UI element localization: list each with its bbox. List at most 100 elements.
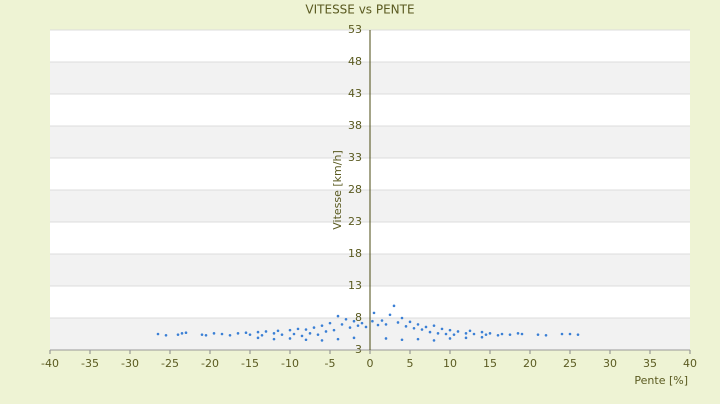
point [432, 339, 436, 342]
point [292, 332, 296, 336]
point [420, 328, 424, 331]
point [468, 329, 472, 333]
x-tick-label: 5 [407, 357, 414, 370]
point [576, 333, 580, 336]
point [416, 337, 420, 341]
x-tick-label: -20 [201, 357, 219, 370]
point [288, 337, 292, 340]
point [400, 338, 404, 342]
point [336, 314, 340, 318]
point [280, 333, 284, 336]
point [184, 331, 188, 335]
x-axis-label: Pente [%] [634, 374, 688, 387]
y-tick-label: 33 [348, 151, 362, 164]
point [228, 333, 232, 337]
point [364, 325, 368, 329]
point [336, 337, 340, 341]
point [388, 313, 392, 317]
point [256, 336, 260, 340]
x-tick-label: 15 [483, 357, 497, 370]
point [164, 333, 168, 337]
point [480, 330, 484, 334]
y-tick-label: 38 [348, 119, 362, 132]
point [456, 330, 460, 333]
x-tick-label: -15 [241, 357, 259, 370]
x-tick-label: -5 [325, 357, 336, 370]
point [200, 333, 204, 336]
point [180, 332, 184, 335]
x-tick-label: 30 [603, 357, 617, 370]
y-tick-label: 43 [348, 87, 362, 100]
point [488, 332, 492, 335]
x-tick-label: 10 [443, 357, 457, 370]
point [384, 323, 388, 326]
y-tick-label: 53 [348, 23, 362, 36]
point [371, 319, 374, 323]
point [304, 328, 308, 331]
point [296, 327, 300, 331]
point [384, 337, 388, 340]
point [300, 334, 304, 338]
point [496, 333, 500, 337]
y-tick-label: 48 [348, 55, 362, 68]
y-tick-label: 23 [348, 215, 362, 228]
point [568, 332, 572, 336]
point [212, 332, 216, 335]
point [272, 337, 276, 341]
x-tick-label: 35 [643, 357, 657, 370]
point [260, 333, 264, 337]
point [544, 333, 548, 337]
point [348, 326, 352, 329]
point [340, 323, 344, 326]
point [432, 324, 436, 327]
point [444, 332, 448, 336]
point [436, 332, 440, 335]
point [220, 332, 224, 336]
point [244, 331, 248, 335]
point [536, 333, 540, 336]
point [288, 328, 292, 332]
point [520, 332, 524, 336]
x-tick-label: 40 [683, 357, 697, 370]
point [256, 330, 260, 334]
x-tick-label: -35 [81, 357, 99, 370]
point [316, 333, 320, 336]
point [304, 338, 308, 342]
x-tick-label: -30 [121, 357, 139, 370]
point [452, 333, 456, 336]
point [308, 332, 312, 335]
point [472, 332, 476, 336]
point [484, 333, 488, 336]
point [356, 324, 360, 327]
point [320, 324, 324, 327]
point [440, 327, 444, 331]
point [276, 329, 280, 333]
point [416, 323, 420, 326]
x-tick-label: 20 [523, 357, 537, 370]
point [396, 321, 400, 324]
point [332, 328, 336, 332]
point [372, 311, 376, 315]
point [408, 320, 412, 324]
point [412, 326, 416, 330]
point [392, 304, 396, 308]
point [248, 333, 252, 336]
point [464, 332, 468, 335]
y-axis-label: Vitesse [km/h] [331, 150, 344, 230]
point [508, 333, 512, 336]
point [328, 321, 332, 325]
x-tick-label: -10 [281, 357, 299, 370]
point [464, 336, 468, 340]
y-tick-label: 28 [348, 183, 362, 196]
point [236, 332, 240, 335]
point [480, 335, 484, 339]
point [320, 339, 324, 342]
point [516, 332, 520, 335]
point [324, 330, 328, 333]
point [312, 326, 316, 329]
point [272, 332, 276, 335]
point [352, 336, 356, 340]
y-tick-label: 18 [348, 247, 362, 260]
point [428, 330, 432, 334]
